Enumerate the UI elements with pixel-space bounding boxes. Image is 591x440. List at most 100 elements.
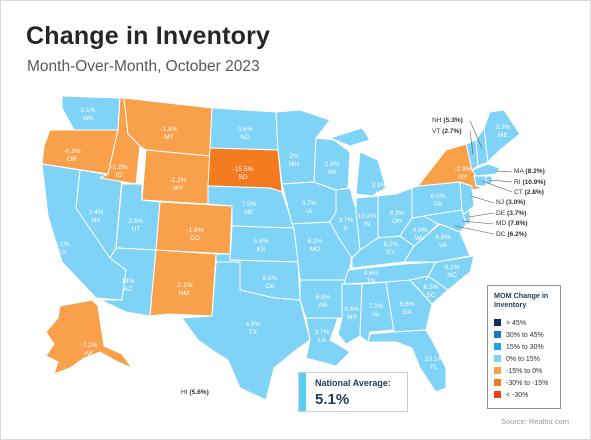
state-value-OR: -0.3% xyxy=(63,148,80,155)
state-abbr-OR: OR xyxy=(67,156,77,163)
state-abbr-MS: MS xyxy=(347,314,357,321)
state-abbr-AR: AR xyxy=(318,302,327,309)
state-abbr-WI: WI xyxy=(328,169,336,176)
state-value-AL: 7.2% xyxy=(368,303,383,310)
hawaii-label: HI (5.6%) xyxy=(181,389,209,396)
national-average-label: National Average: xyxy=(315,378,391,388)
state-abbr-WV: WV xyxy=(415,235,426,242)
state-value-AR: 6.8% xyxy=(315,294,330,301)
legend-item: -15% to 0% xyxy=(494,367,542,376)
state-abbr-KS: KS xyxy=(257,246,266,253)
state-abbr-MI: MI xyxy=(375,190,382,197)
state-AK xyxy=(45,299,133,375)
legend-swatch xyxy=(494,355,501,362)
state-abbr-AL: AL xyxy=(372,311,380,318)
state-TX xyxy=(181,261,311,401)
state-abbr-ID: ID xyxy=(116,172,123,179)
state-abbr-NM: NM xyxy=(179,290,189,297)
legend-item: 0% to 15% xyxy=(494,355,540,364)
state-value-ND: 0.6% xyxy=(237,126,252,133)
northeast-list: NH (5.3%) VT (2.7%) xyxy=(432,117,463,138)
state-abbr-OH: OH xyxy=(392,218,402,225)
state-value-TX: 4.8% xyxy=(245,321,260,328)
state-LA xyxy=(305,317,351,367)
state-abbr-NY: NY xyxy=(458,174,468,181)
state-abbr-MO: MO xyxy=(310,246,321,253)
page-subtitle: Month-Over-Month, October 2023 xyxy=(27,58,260,75)
state-value-NY: -2.9% xyxy=(454,166,471,173)
mid-atlantic-list-b: NJ (3.0%) DE (3.7%) MD (7.8%) DC (6.2%) xyxy=(496,199,528,241)
state-abbr-TN: TN xyxy=(367,278,376,285)
state-value-WA: 0.1% xyxy=(80,107,95,114)
state-value-WV: 4.9% xyxy=(412,227,427,234)
state-value-VA: 6.8% xyxy=(435,234,450,241)
state-value-UT: 2.6% xyxy=(128,218,143,225)
state-value-MS: 6.6% xyxy=(344,306,359,313)
state-abbr-GA: GA xyxy=(402,309,412,316)
state-value-CO: -1.6% xyxy=(186,227,203,234)
state-value-GA: 6.6% xyxy=(399,301,414,308)
state-value-SC: 6.5% xyxy=(423,284,438,291)
state-value-ID: -1.2% xyxy=(110,164,127,171)
mid-atlantic-list-a: MA (8.2%) RI (10.9%) CT (2.8%) xyxy=(514,168,546,200)
state-abbr-LA: LA xyxy=(318,337,327,344)
state-abbr-AZ: AZ xyxy=(124,286,132,293)
list-item: CT (2.8%) xyxy=(514,189,544,196)
state-NM xyxy=(149,249,217,317)
state-value-KY: 8.2% xyxy=(383,241,398,248)
state-abbr-SD: SD xyxy=(238,174,247,181)
state-value-MN: 2% xyxy=(289,153,299,160)
state-value-PA: 6.0% xyxy=(430,193,445,200)
state-abbr-IL: IL xyxy=(343,225,349,232)
state-abbr-CO: CO xyxy=(190,235,200,242)
state-value-SD: -15.5% xyxy=(233,166,254,173)
state-MI xyxy=(329,127,387,197)
state-value-TN: 4.6% xyxy=(363,270,378,277)
state-value-NC: 8.1% xyxy=(444,264,459,271)
state-GA xyxy=(385,279,433,333)
national-average-box: National Average: 5.1% xyxy=(298,372,408,412)
state-value-AZ: 14% xyxy=(121,278,134,285)
state-abbr-OK: OK xyxy=(265,283,275,290)
state-value-MI: 3.9% xyxy=(371,182,386,189)
legend-swatch xyxy=(494,331,501,338)
list-item: VT (2.7%) xyxy=(432,127,462,135)
state-value-OK: 5.5% xyxy=(262,275,277,282)
state-value-OH: 8.3% xyxy=(389,210,404,217)
state-value-KS: 5.8% xyxy=(253,238,268,245)
state-abbr-IA: IA xyxy=(306,208,313,215)
state-abbr-NV: NV xyxy=(91,217,101,224)
state-value-NE: 7.5% xyxy=(241,201,256,208)
state-abbr-ME: ME xyxy=(498,132,508,139)
legend-item: > 45% xyxy=(494,319,526,328)
legend-swatch xyxy=(494,367,501,374)
legend-swatch xyxy=(494,391,501,398)
list-item: DC (6.2%) xyxy=(496,230,527,238)
state-abbr-SC: SC xyxy=(426,292,435,299)
state-value-LA: 3.7% xyxy=(314,329,329,336)
state-abbr-ND: ND xyxy=(240,134,250,141)
state-ME xyxy=(483,109,521,163)
legend-title: MOM Change in Inventory xyxy=(494,291,549,309)
state-value-WI: 2.8% xyxy=(324,161,339,168)
state-value-AK: -7.2% xyxy=(80,342,97,349)
state-value-IL: 3.7% xyxy=(338,217,353,224)
state-abbr-MT: MT xyxy=(164,134,174,141)
state-abbr-PA: PA xyxy=(434,201,443,208)
map-legend: MOM Change in Inventory > 45% 30% to 45%… xyxy=(487,285,561,409)
state-value-NM: -2.1% xyxy=(175,282,192,289)
state-abbr-IN: IN xyxy=(364,221,371,228)
state-value-MT: -1.8% xyxy=(160,126,177,133)
list-item: RI (10.9%) xyxy=(514,178,546,186)
state-abbr-KY: KY xyxy=(387,249,396,256)
state-abbr-WY: WY xyxy=(173,185,184,192)
legend-item: 15% to 30% xyxy=(494,343,544,352)
state-value-ME: 3.3% xyxy=(495,124,510,131)
state-abbr-VA: VA xyxy=(439,242,448,249)
list-item: NH (5.3%) xyxy=(432,117,463,124)
state-RI xyxy=(485,175,493,185)
source-note: Source: Realtor.com xyxy=(501,417,569,426)
state-abbr-AK: AK xyxy=(85,350,94,357)
legend-swatch xyxy=(494,379,501,386)
